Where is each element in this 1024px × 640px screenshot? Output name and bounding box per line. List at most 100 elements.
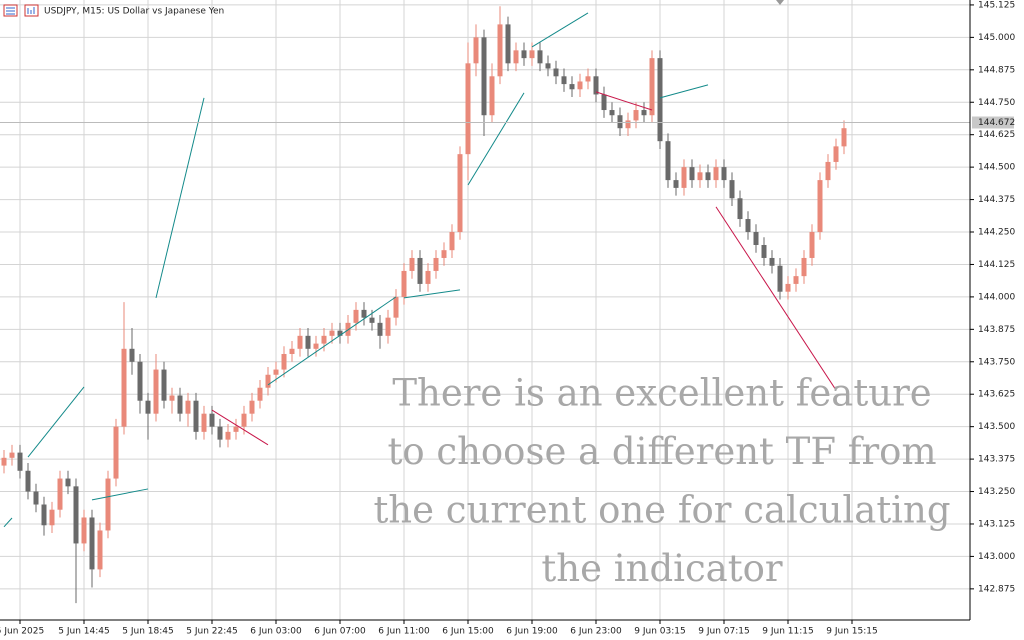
chart-title: USDJPY, M15: US Dollar vs Japanese Yen [44,7,224,17]
candle-body [385,317,391,336]
candle-body [713,167,719,181]
indicator-segment [403,289,461,299]
candle-body [65,478,71,487]
candle-body [705,172,711,181]
candle-body [817,180,823,233]
candle-body [33,491,39,505]
y-tick-label: 144.125 [978,260,1015,270]
indicator-segment [531,12,589,48]
candle-body [585,76,591,82]
candle-body [49,509,55,526]
candle-body [393,296,399,318]
candle-body [129,348,135,362]
indicator-segment [3,517,13,528]
candle-body [457,154,463,233]
y-tick-label: 143.625 [978,390,1015,400]
y-tick-label: 145.000 [978,33,1015,43]
candle-body [289,348,295,354]
annotation: There is an excellent feature to choose a… [373,372,950,591]
candle-body [649,58,655,116]
candle-body [57,478,63,510]
candle-body [329,330,335,336]
y-tick-label: 145.125 [978,0,1015,10]
candle-body [841,128,847,147]
candle-body [545,63,551,69]
last-price-label: 144.672 [978,118,1015,128]
candle-body [657,58,663,142]
candle-body [529,50,535,59]
x-tick-label: 5 Jun 22:45 [186,627,237,637]
candle-body [441,250,447,258]
candle-body [97,530,103,570]
candle-body [17,452,23,471]
candle-body [673,180,679,188]
candle-body [249,400,255,414]
indicator-segment [659,84,709,99]
x-tick-label: 6 Jun 23:00 [570,627,622,637]
candle-body [617,115,623,129]
candle-body [729,180,735,199]
y-tick-label: 143.500 [978,422,1015,432]
x-tick-label: 6 Jun 07:00 [314,627,366,637]
x-tick-label: 9 Jun 03:15 [634,627,685,637]
candle-body [1,457,7,466]
candle-body [281,353,287,370]
candle-body [401,270,407,297]
candle-body [641,110,647,116]
indicator-segment [155,97,205,299]
y-tick-label: 142.875 [978,584,1015,594]
candle-body [745,219,751,233]
annotation-line: the current one for calculating [373,489,950,532]
candle-body [273,369,279,375]
candle-body [537,50,543,64]
x-tick-label: 5 Jun 2025 [0,627,44,637]
candle-body [137,361,143,401]
marks-layer [0,6,970,604]
candle-body [81,517,87,544]
candle-body [161,369,167,401]
candle-body [753,232,759,245]
candle-body [513,50,519,64]
candle-body [113,426,119,479]
candle-body [809,232,815,258]
shift-marker [776,0,784,5]
y-tick-label: 143.375 [978,455,1015,465]
candle-body [41,504,47,526]
candle-body [769,257,775,266]
candle-body [785,283,791,292]
annotation-line: the indicator [541,547,782,590]
x-tick-label: 6 Jun 15:00 [442,627,494,637]
candle-body [409,257,415,271]
candle-body [777,265,783,292]
x-tick-label: 9 Jun 15:15 [826,627,877,637]
x-tick-label: 6 Jun 11:00 [378,627,430,637]
candle-body [337,330,343,336]
annotation-line: There is an excellent feature [392,372,931,415]
annotation-line: to choose a different TF from [387,430,936,473]
candle-body [569,84,575,90]
x-tick-label: 6 Jun 19:00 [506,627,558,637]
candle-body [217,426,223,440]
candle-body [225,431,231,440]
candle-body [193,400,199,432]
indicator-segment [267,296,397,386]
y-tick-label: 143.750 [978,357,1015,367]
candle-body [25,470,31,492]
candle-body [89,517,95,570]
candle-body [241,413,247,427]
y-tick-label: 143.250 [978,487,1015,497]
title-icons [3,4,39,17]
candle-body [265,374,271,388]
y-tick-label: 144.875 [978,65,1015,75]
last-price-box [972,116,1014,129]
candle-body [209,413,215,427]
candle-body [369,317,375,323]
candle-body [801,257,807,277]
candle-body [793,276,799,284]
y-tick-label: 144.625 [978,130,1015,140]
candle-body [505,24,511,64]
candle-body [297,335,303,349]
icon [27,7,35,14]
y-tick-label: 144.000 [978,292,1015,302]
